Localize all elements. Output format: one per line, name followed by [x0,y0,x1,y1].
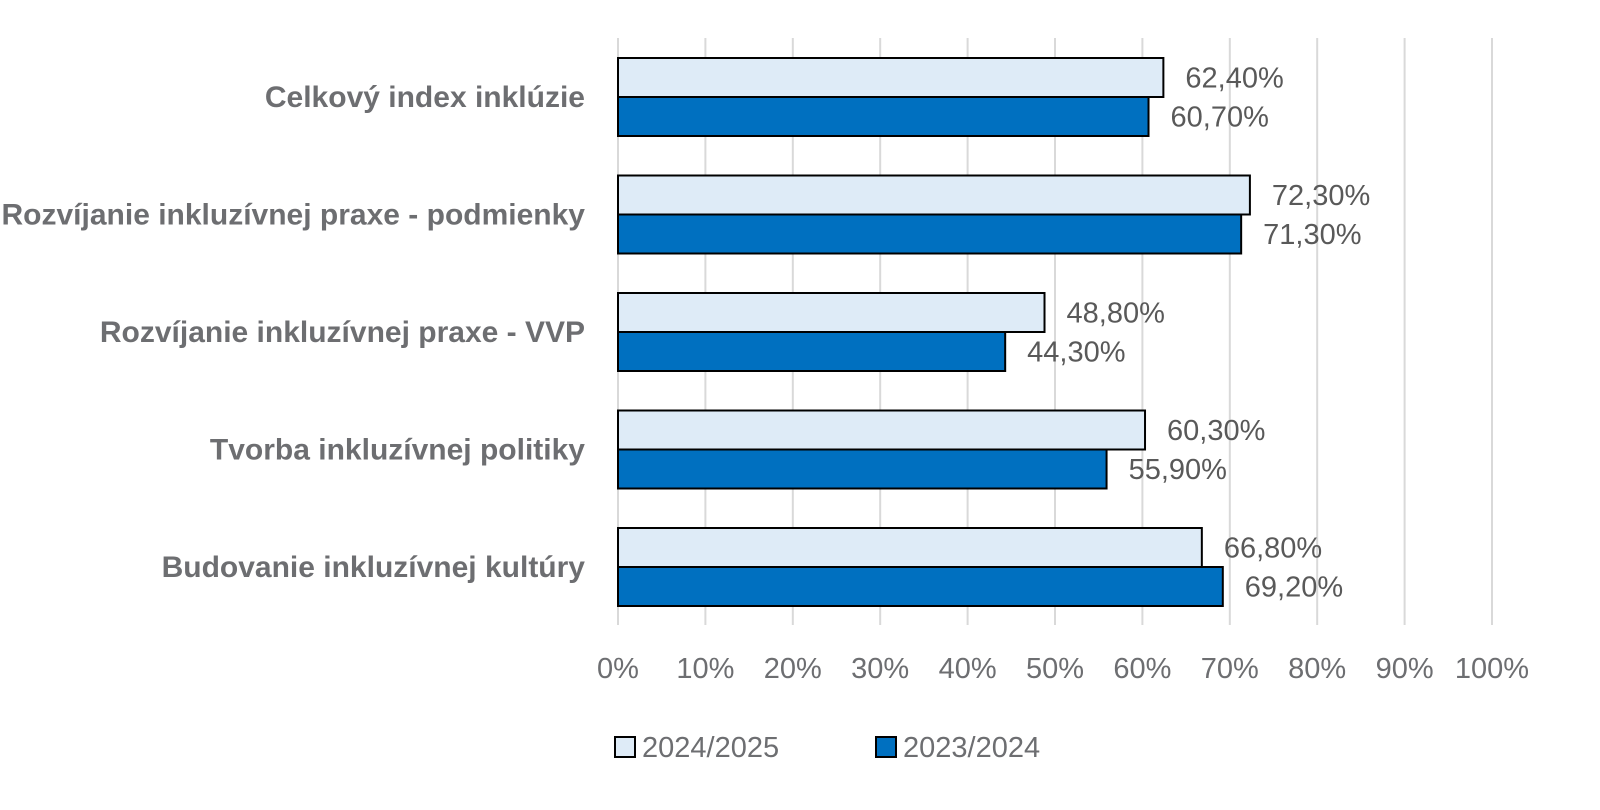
x-tick-label: 60% [1113,653,1171,685]
data-labels: 62,40% 60,70% 72,30% 71,30% 48,80% 44,30% 60,3… [1027,63,1370,604]
x-tick-label: 10% [676,653,734,685]
category-label: Tvorba inkluzívnej politiky [210,434,585,467]
data-label: 72,30% [1272,180,1370,212]
bar-2024-2025 [617,527,1203,568]
x-tick-label: 100% [1455,653,1529,685]
x-tick-label: 90% [1376,653,1434,685]
legend-label: 2024/2025 [642,732,779,764]
x-tick-label: 20% [764,653,822,685]
category-label: Budovanie inkluzívnej kultúry [162,551,586,584]
x-tick-label: 70% [1201,653,1259,685]
bar-2023-2024 [617,213,1243,255]
data-label: 69,20% [1245,572,1343,604]
bar-2024-2025 [617,57,1165,98]
legend: 2024/2025 2023/2024 [614,732,1040,764]
x-tick-label: 0% [597,653,639,685]
data-label: 60,70% [1171,102,1269,134]
legend-swatch [614,736,636,758]
bar-2023-2024 [617,96,1150,137]
bar-2023-2024 [617,566,1224,607]
data-label: 60,30% [1167,415,1265,447]
bars [617,57,1251,607]
category-label: Rozvíjanie inkluzívnej praxe - VVP [100,316,585,349]
data-label: 48,80% [1067,298,1165,330]
bar-2024-2025 [617,409,1147,451]
x-tick-label: 40% [939,653,997,685]
category-labels: Celkový index inklúzie Rozvíjanie inkluzí… [2,81,586,584]
x-axis-tick-labels: 0% 10% 20% 30% 40% 50% 60% 70% 80% 90% 100% [597,653,1529,685]
data-label: 44,30% [1027,337,1125,369]
legend-label: 2023/2024 [903,732,1040,764]
bar-2023-2024 [617,448,1108,490]
bar-2024-2025 [617,292,1046,333]
x-tick-label: 80% [1288,653,1346,685]
category-label: Celkový index inklúzie [265,81,585,114]
bar-2023-2024 [617,331,1007,372]
category-label: Rozvíjanie inkluzívnej praxe - podmienky [2,199,586,232]
data-label: 66,80% [1224,533,1322,565]
data-label: 55,90% [1129,454,1227,486]
data-label: 71,30% [1263,219,1361,251]
bar-2024-2025 [617,174,1251,216]
legend-swatch [875,736,897,758]
x-tick-label: 30% [851,653,909,685]
x-tick-label: 50% [1026,653,1084,685]
data-label: 62,40% [1185,63,1283,95]
